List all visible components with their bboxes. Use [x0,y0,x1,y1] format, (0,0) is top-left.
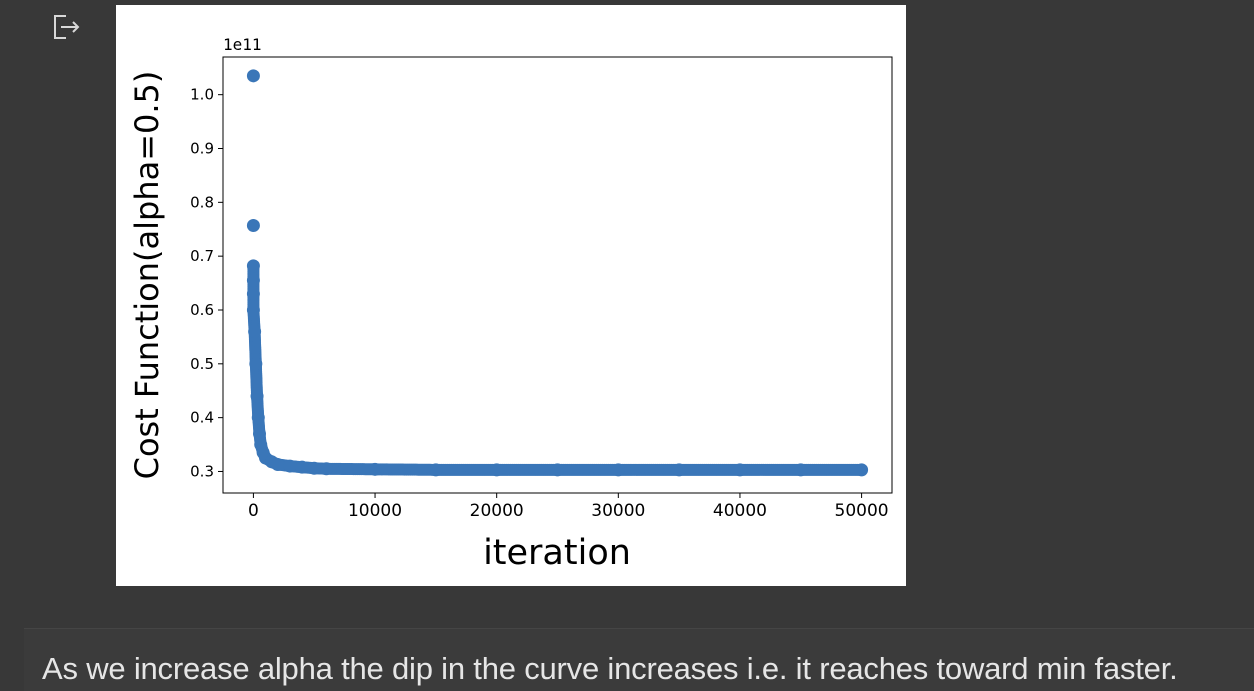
data-point [246,287,260,301]
data-point [429,463,443,477]
data-point [672,463,686,477]
data-point [271,457,285,471]
data-point [246,218,260,232]
data-point [855,463,869,477]
markdown-cell[interactable]: As we increase alpha the dip in the curv… [24,628,1254,691]
cost-scatter-chart: 0.3 0.4 0.5 0.6 0.7 0.8 0.9 1.0 0 10000 20000 3000… [128,35,893,573]
data-point [249,357,263,371]
y-tick-label: 0.7 [190,247,214,265]
x-tick-label: 20000 [470,501,524,521]
output-redirect-icon[interactable] [52,12,84,42]
y-tick-label: 0.5 [190,355,214,373]
data-point [307,461,321,475]
axes-frame [222,56,893,494]
data-point [733,463,747,477]
data-point [250,389,264,403]
data-point [794,463,808,477]
data-point [246,303,260,317]
y-ticks: 0.3 0.4 0.5 0.6 0.7 0.8 0.9 1.0 [190,86,223,480]
data-point [251,411,265,425]
data-point [319,462,333,476]
x-tick-label: 40000 [713,501,767,521]
data-point [246,273,260,287]
x-tick-label: 30000 [591,501,645,521]
offset-text: 1e11 [223,35,262,54]
data-point [283,459,297,473]
y-tick-label: 0.9 [190,140,214,158]
y-tick-label: 0.3 [190,462,214,480]
y-tick-label: 0.8 [190,193,214,211]
y-axis-label: Cost Function(alpha=0.5) [128,71,166,480]
output-redirect-icon-glyph [54,15,80,39]
data-point [246,69,260,83]
data-point [611,463,625,477]
data-point [490,463,504,477]
data-point [368,462,382,476]
y-tick-label: 0.6 [190,301,214,319]
x-tick-label: 50000 [835,501,889,521]
y-tick-label: 1.0 [190,86,214,104]
data-point [246,259,260,273]
y-tick-label: 0.4 [190,409,214,427]
data-point [551,463,564,477]
x-ticks: 0 10000 20000 30000 40000 50000 [248,493,889,521]
data-point [295,460,309,474]
markdown-text: As we increase alpha the dip in the curv… [42,651,1178,686]
x-tick-label: 10000 [348,501,402,521]
plot-output: 0.3 0.4 0.5 0.6 0.7 0.8 0.9 1.0 0 10000 20000 3000… [116,5,906,586]
data-markers [246,69,869,477]
data-point [252,427,266,441]
x-axis-label: iteration [483,533,631,573]
x-tick-label: 0 [248,501,259,521]
data-point [248,325,262,339]
